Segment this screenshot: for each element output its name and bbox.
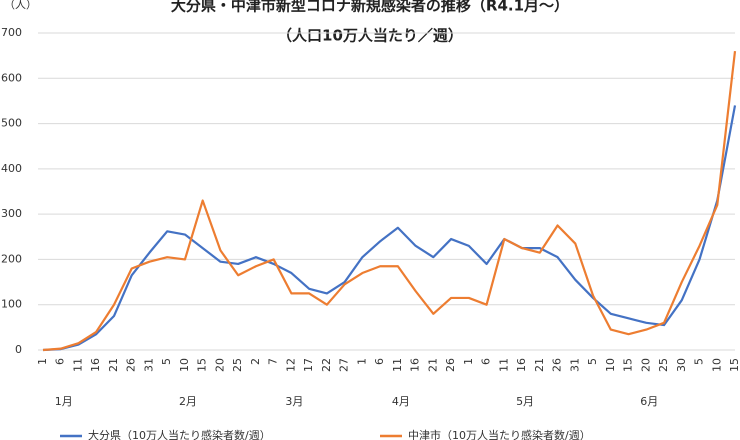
x-tick-label: 6 (480, 358, 493, 365)
x-tick-label: 20 (639, 358, 652, 372)
x-tick-label: 31 (142, 358, 155, 372)
x-tick-label: 6 (373, 358, 386, 365)
month-label: 5月 (516, 395, 534, 408)
x-tick-label: 16 (409, 358, 422, 372)
month-label: 3月 (285, 395, 303, 408)
x-tick-label: 5 (693, 358, 706, 365)
x-tick-label: 25 (657, 358, 670, 372)
x-tick-label: 21 (533, 358, 546, 372)
y-tick-label: 700 (1, 26, 22, 39)
x-tick-label: 1 (462, 358, 475, 365)
x-tick-label: 11 (497, 358, 510, 372)
x-tick-label: 11 (391, 358, 404, 372)
x-tick-label: 30 (675, 358, 688, 372)
y-tick-label: 100 (1, 298, 22, 311)
x-tick-label: 16 (89, 358, 102, 372)
data-line (42, 50, 737, 352)
y-tick-label: 600 (1, 71, 22, 84)
x-tick-label: 11 (71, 358, 84, 372)
y-axis-label: （人） (4, 0, 37, 11)
x-tick-label: 22 (320, 358, 333, 372)
data-line (42, 105, 737, 352)
x-tick-label: 1 (355, 358, 368, 365)
x-tick-label: 20 (213, 358, 226, 372)
month-label: 1月 (55, 395, 73, 408)
x-tick-label: 1 (36, 358, 49, 365)
x-tick-label: 10 (604, 358, 617, 372)
x-tick-label: 25 (231, 358, 244, 372)
x-tick-label: 7 (267, 358, 280, 365)
y-tick-label: 200 (1, 252, 22, 265)
x-tick-label: 26 (551, 358, 564, 372)
month-label: 4月 (392, 395, 410, 408)
chart-title: 大分県・中津市新型コロナ新規感染者の推移（R4.1月〜） (171, 0, 569, 15)
x-tick-label: 27 (338, 358, 351, 372)
x-tick-label: 6 (54, 358, 67, 365)
x-tick-label: 10 (710, 358, 723, 372)
x-tick-label: 26 (444, 358, 457, 372)
y-tick-label: 0 (15, 343, 22, 356)
x-tick-label: 16 (515, 358, 528, 372)
x-tick-label: 5 (160, 358, 173, 365)
x-tick-label: 31 (568, 358, 581, 372)
x-tick-label: 15 (196, 358, 209, 372)
x-tick-label: 2 (249, 358, 262, 365)
x-tick-label: 17 (302, 358, 315, 372)
y-tick-label: 300 (1, 207, 22, 220)
x-tick-label: 26 (125, 358, 138, 372)
x-tick-label: 10 (178, 358, 191, 372)
legend-label: 中津市（10万人当たり感染者数/週） (408, 428, 591, 440)
x-tick-label: 15 (728, 358, 740, 372)
y-tick-label: 500 (1, 117, 22, 130)
x-tick-label: 21 (107, 358, 120, 372)
month-label: 6月 (640, 395, 658, 408)
chart-subtitle: （人口10万人当たり／週） (277, 27, 463, 45)
x-tick-label: 21 (426, 358, 439, 372)
x-tick-label: 12 (284, 358, 297, 372)
x-tick-label: 15 (622, 358, 635, 372)
x-tick-label: 5 (586, 358, 599, 365)
month-label: 2月 (179, 395, 197, 408)
y-tick-label: 400 (1, 162, 22, 175)
legend-label: 大分県（10万人当たり感染者数/週） (88, 428, 271, 440)
